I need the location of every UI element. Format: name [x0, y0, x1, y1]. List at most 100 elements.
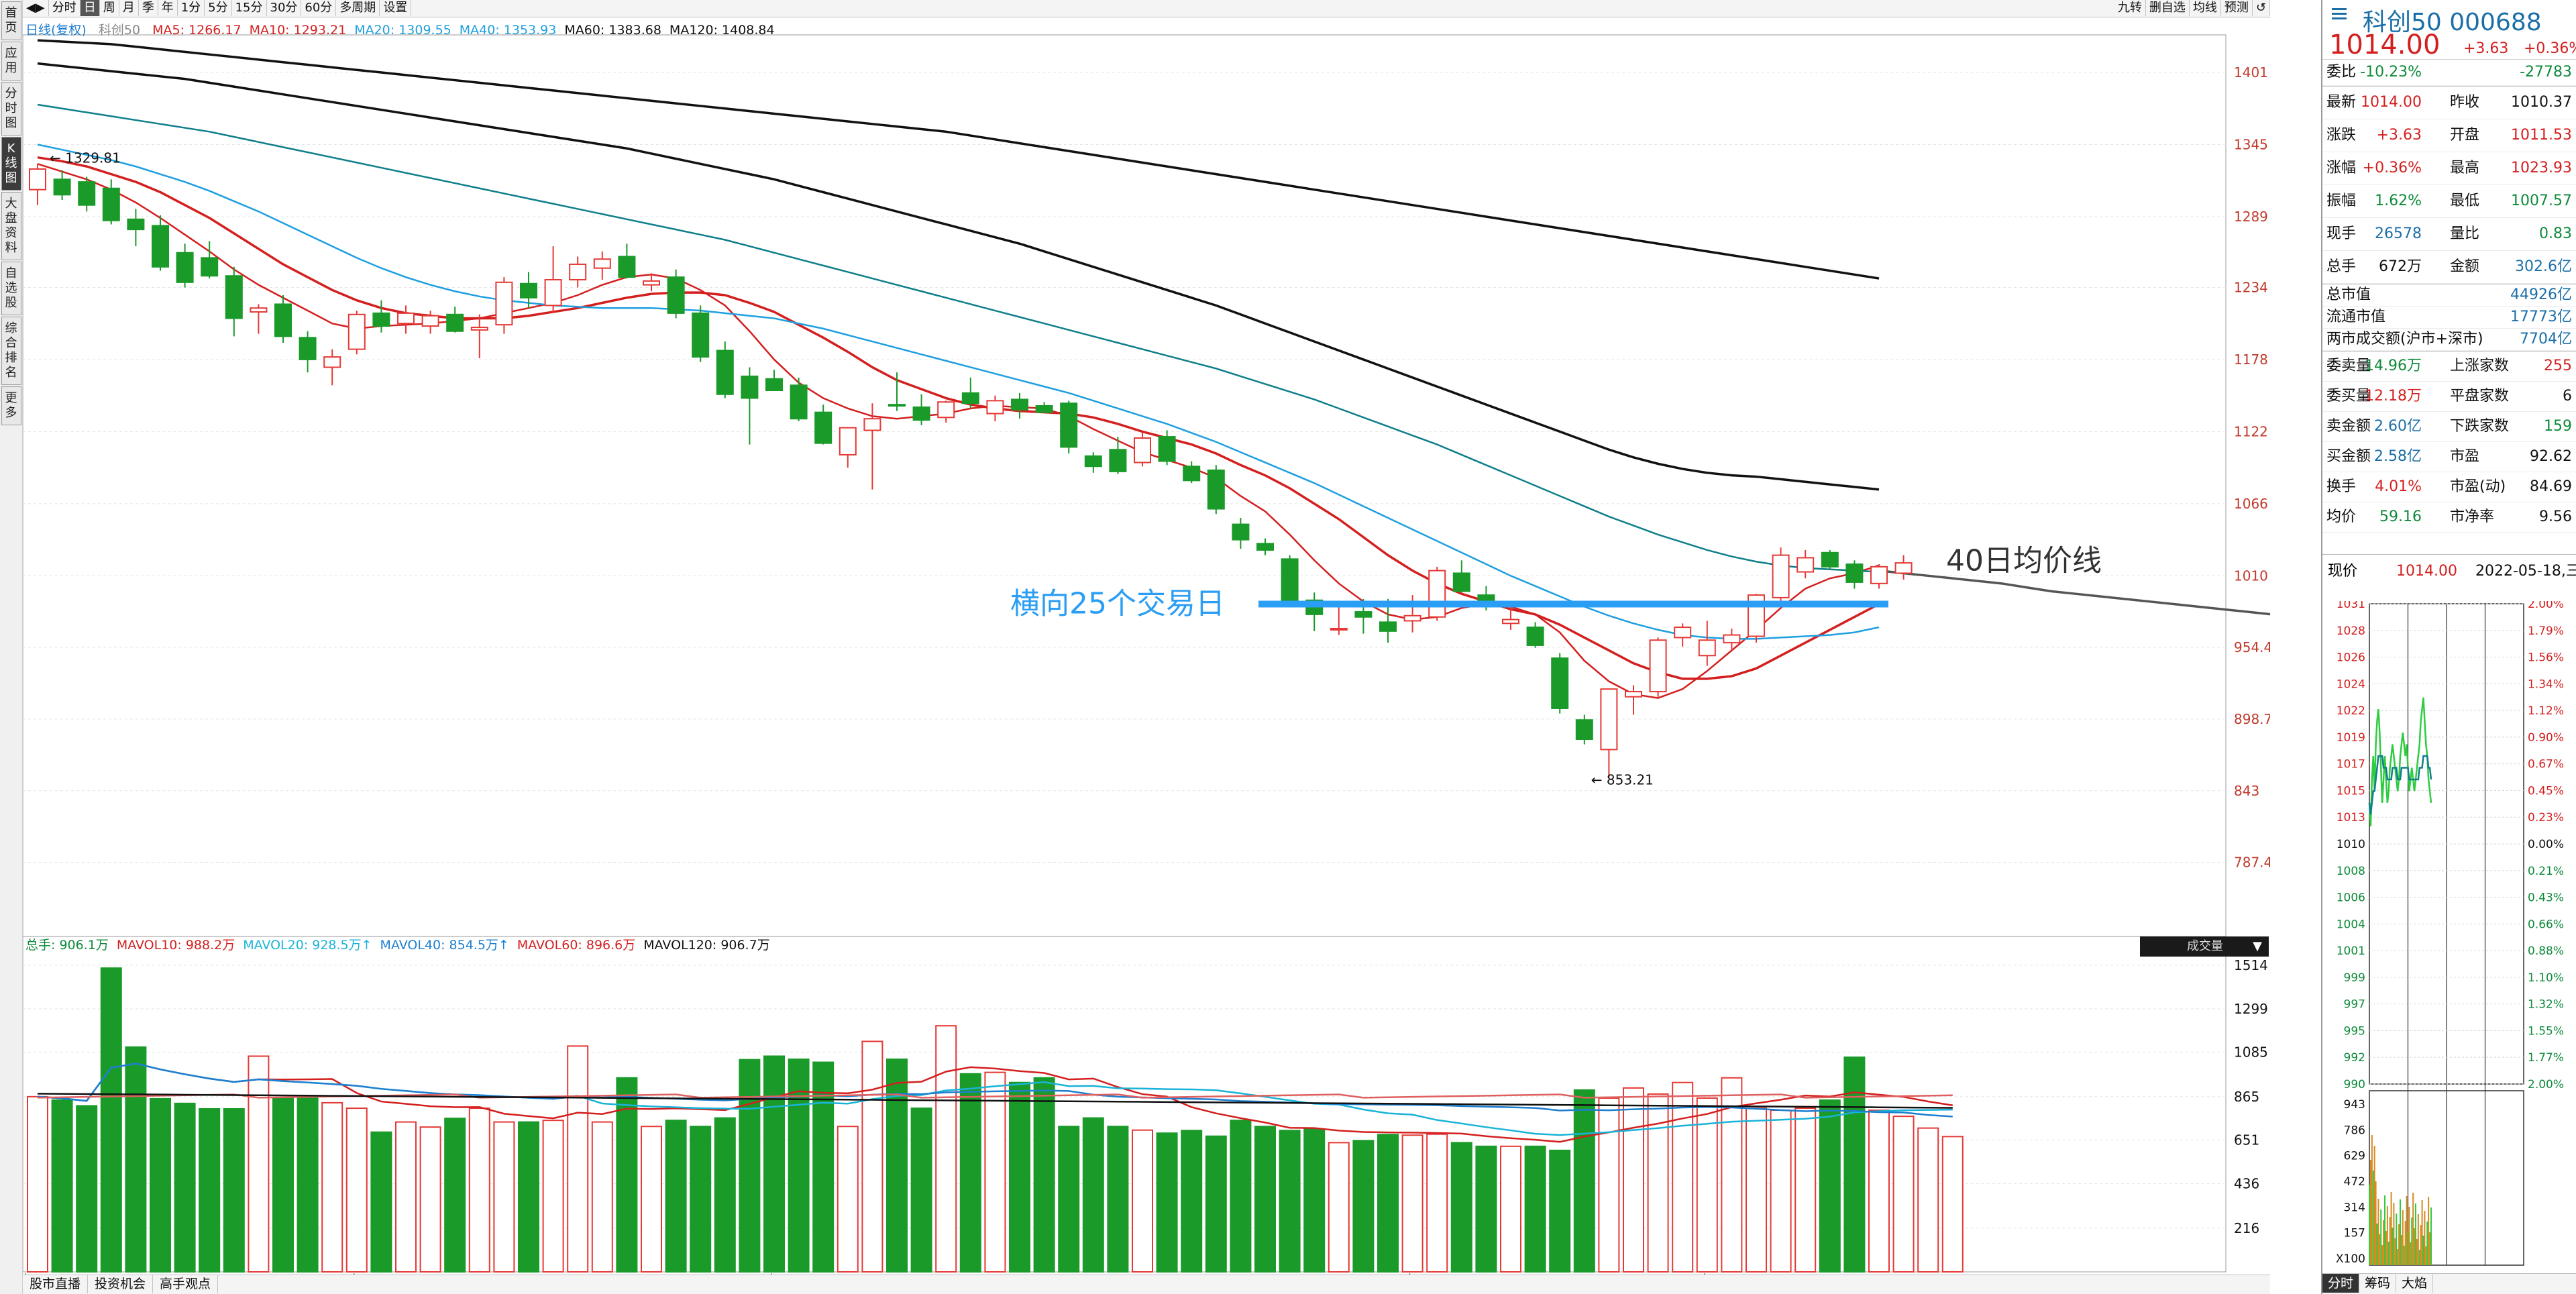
volume-bar[interactable] — [1500, 1145, 1521, 1273]
candle-body[interactable] — [1035, 405, 1053, 413]
volume-bar[interactable] — [419, 1126, 441, 1273]
volume-bar[interactable] — [1941, 1136, 1964, 1273]
volume-bar[interactable] — [518, 1121, 539, 1273]
volume-bar[interactable] — [861, 1040, 883, 1273]
candle-body[interactable] — [250, 307, 268, 313]
candle-body[interactable] — [1551, 657, 1569, 709]
candle-body[interactable] — [397, 312, 415, 325]
candle-body[interactable] — [495, 281, 513, 326]
volume-bar[interactable] — [935, 1025, 957, 1273]
toolbar-right-button[interactable]: 九转 — [2114, 0, 2146, 16]
volume-bar[interactable] — [1082, 1117, 1104, 1273]
volume-bar[interactable] — [1279, 1130, 1301, 1273]
candle-body[interactable] — [1649, 639, 1667, 693]
volume-bar[interactable] — [910, 1108, 932, 1273]
volume-bar[interactable] — [616, 1077, 638, 1273]
bottom-tab[interactable]: 股市直播 — [23, 1275, 89, 1293]
candle-body[interactable] — [741, 375, 759, 399]
candle-body[interactable] — [1403, 614, 1421, 622]
candle-body[interactable] — [372, 312, 390, 327]
volume-bar[interactable] — [1352, 1140, 1375, 1273]
candle-body[interactable] — [1134, 437, 1151, 464]
candle-body[interactable] — [1502, 618, 1519, 625]
candle-body[interactable] — [1428, 570, 1446, 618]
volume-bar[interactable] — [345, 1108, 368, 1273]
volume-bar[interactable] — [321, 1101, 343, 1273]
volume-bar[interactable] — [959, 1073, 981, 1273]
volume-bar[interactable] — [1058, 1126, 1080, 1273]
volume-bar[interactable] — [468, 1108, 490, 1273]
candle-body[interactable] — [1183, 466, 1201, 482]
candle-body[interactable] — [1821, 551, 1839, 568]
candle-body[interactable] — [912, 406, 930, 421]
period-button[interactable]: 年 — [158, 0, 178, 16]
volume-bar[interactable] — [1819, 1099, 1841, 1273]
volume-bar[interactable] — [567, 1045, 589, 1273]
bottom-tab[interactable]: 高手观点 — [153, 1275, 219, 1293]
candle-body[interactable] — [176, 252, 194, 283]
candle-body[interactable] — [299, 337, 317, 360]
volume-bar[interactable] — [1107, 1126, 1129, 1273]
volume-bar[interactable] — [1426, 1133, 1448, 1273]
volume-bar[interactable] — [51, 1099, 73, 1273]
candle-body[interactable] — [29, 168, 46, 191]
volume-bar[interactable] — [1156, 1132, 1178, 1273]
candle-body[interactable] — [1281, 558, 1299, 601]
volume-bar[interactable] — [714, 1117, 736, 1273]
volume-indicator-select[interactable]: 成交量 ▼ — [2140, 936, 2269, 957]
candle-body[interactable] — [1011, 398, 1028, 411]
candle-body[interactable] — [1109, 449, 1127, 472]
volume-bar[interactable] — [591, 1121, 613, 1273]
volume-bar[interactable] — [1721, 1077, 1743, 1273]
candle-body[interactable] — [765, 378, 783, 392]
volume-bar[interactable] — [297, 1097, 319, 1273]
candle-body[interactable] — [1894, 562, 1913, 574]
candle-body[interactable] — [692, 312, 710, 358]
volume-bar[interactable] — [984, 1071, 1006, 1273]
volume-bar[interactable] — [1647, 1093, 1669, 1273]
volume-bar[interactable] — [1132, 1129, 1153, 1273]
toolbar-right-button[interactable]: 预测 — [2221, 0, 2253, 16]
volume-bar[interactable] — [542, 1120, 564, 1273]
volume-bar[interactable] — [1549, 1149, 1571, 1273]
volume-bar[interactable] — [763, 1055, 785, 1273]
volume-bar[interactable] — [272, 1097, 294, 1273]
candle-body[interactable] — [667, 276, 685, 314]
candle-body[interactable] — [1158, 436, 1176, 462]
candle-body[interactable] — [961, 392, 979, 405]
period-button[interactable]: 周 — [100, 0, 119, 16]
candle-body[interactable] — [53, 178, 71, 196]
volume-bar[interactable] — [100, 967, 122, 1273]
candle-body[interactable] — [1870, 565, 1888, 584]
kline-chart[interactable]: 1401 1345 1289 1234 1178 1122 1066 1010 954.4 898… — [23, 17, 2270, 1294]
volume-bar[interactable] — [1623, 1087, 1644, 1273]
toolbar-right-button[interactable]: ↺ — [2253, 0, 2270, 16]
volume-bar[interactable] — [1205, 1135, 1227, 1273]
candle-body[interactable] — [1698, 639, 1716, 657]
candle-body[interactable] — [1330, 627, 1348, 631]
candle-body[interactable] — [152, 225, 169, 268]
candle-body[interactable] — [716, 349, 734, 395]
candle-body[interactable] — [1600, 688, 1618, 751]
candle-body[interactable] — [1232, 523, 1250, 541]
candle-body[interactable] — [1379, 621, 1397, 632]
volume-bar[interactable] — [1328, 1142, 1350, 1273]
period-button[interactable]: 30分 — [267, 0, 302, 16]
kline-chart-area[interactable]: 1401 1345 1289 1234 1178 1122 1066 1010 954.4 898… — [23, 17, 2270, 1294]
candle-body[interactable] — [1772, 554, 1790, 598]
nav-tab-1[interactable]: 应用 — [1, 42, 21, 80]
volume-bar[interactable] — [690, 1126, 712, 1273]
volume-bar[interactable] — [1868, 1110, 1890, 1273]
period-button[interactable]: 月 — [119, 0, 139, 16]
candle-body[interactable] — [225, 275, 243, 319]
candle-body[interactable] — [1084, 455, 1102, 468]
candle-body[interactable] — [1452, 572, 1470, 592]
candle-body[interactable] — [986, 400, 1004, 415]
candle-body[interactable] — [1354, 611, 1373, 618]
candle-body[interactable] — [937, 401, 955, 419]
candle-body[interactable] — [1060, 402, 1078, 448]
volume-bar[interactable] — [1254, 1126, 1276, 1273]
volume-bar[interactable] — [1843, 1056, 1866, 1273]
intraday-chart[interactable]: 1031 2.00% 1028 1.79% 1026 1.56% 1024 1.34% 1022… — [2322, 601, 2576, 1272]
candle-body[interactable] — [78, 181, 96, 206]
